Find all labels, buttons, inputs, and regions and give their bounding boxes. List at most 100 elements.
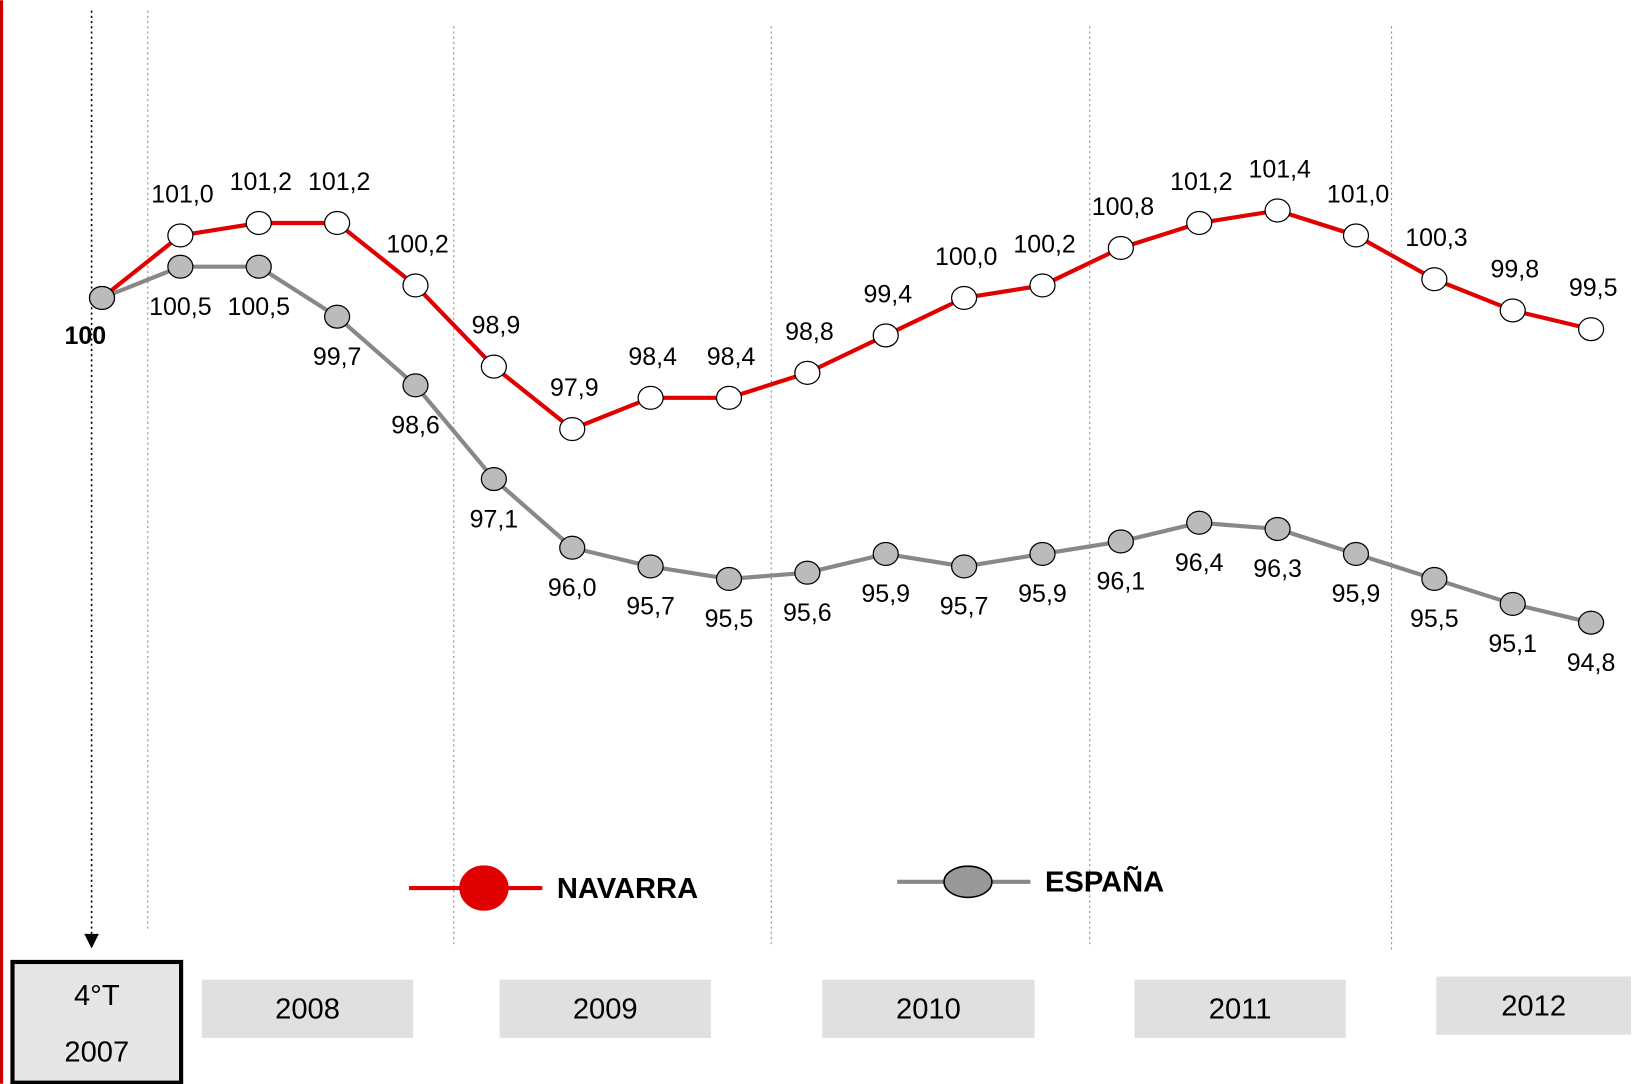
period-label: 2012 bbox=[1501, 990, 1566, 1022]
period-box bbox=[10, 959, 184, 1084]
value-label: 101,4 bbox=[1248, 156, 1311, 184]
value-label: 100,3 bbox=[1405, 224, 1467, 252]
start-arrow-head bbox=[84, 933, 99, 949]
marker bbox=[245, 210, 272, 236]
marker bbox=[1342, 541, 1370, 567]
value-label: 95,1 bbox=[1488, 630, 1537, 658]
value-label: 96,4 bbox=[1175, 549, 1224, 577]
value-label: 95,5 bbox=[1410, 605, 1459, 633]
marker bbox=[324, 304, 351, 329]
marker bbox=[1264, 198, 1291, 223]
value-label: 98,6 bbox=[391, 412, 440, 440]
marker bbox=[559, 535, 586, 560]
legend-label: ESPAÑA bbox=[1045, 865, 1164, 899]
value-label: 95,7 bbox=[626, 593, 675, 621]
value-label: 94,8 bbox=[1567, 649, 1616, 677]
marker bbox=[88, 285, 116, 311]
value-label: 98,4 bbox=[707, 343, 756, 371]
marker bbox=[402, 273, 429, 298]
marker bbox=[1186, 510, 1213, 535]
value-label: 101,2 bbox=[1170, 168, 1232, 196]
marker bbox=[167, 223, 194, 248]
value-label: 95,9 bbox=[861, 580, 910, 608]
period-label: 4°T bbox=[74, 980, 120, 1012]
value-label: 96,1 bbox=[1097, 568, 1146, 596]
series-line bbox=[100, 208, 1592, 432]
value-label: 95,9 bbox=[1332, 580, 1381, 608]
value-label: 100 bbox=[65, 322, 107, 350]
period-box bbox=[1436, 976, 1631, 1035]
value-label: 100,8 bbox=[1092, 193, 1154, 221]
legend-marker bbox=[459, 865, 509, 911]
value-label: 97,1 bbox=[470, 505, 519, 533]
marker bbox=[559, 416, 586, 442]
period-box bbox=[201, 979, 414, 1038]
marker bbox=[480, 466, 507, 492]
marker bbox=[637, 554, 664, 579]
value-label: 99,8 bbox=[1490, 255, 1539, 283]
value-label: 95,7 bbox=[940, 593, 989, 621]
series-line bbox=[101, 264, 1592, 625]
marker bbox=[1577, 317, 1605, 342]
legend-marker bbox=[943, 865, 993, 899]
period-box bbox=[1134, 979, 1346, 1038]
value-label: 101,2 bbox=[308, 168, 370, 196]
value-label: 99,4 bbox=[864, 280, 913, 308]
separators bbox=[147, 10, 1393, 953]
marker bbox=[794, 360, 821, 385]
value-label: 99,7 bbox=[313, 343, 362, 371]
value-label: 96,3 bbox=[1253, 555, 1302, 583]
marker bbox=[1421, 566, 1448, 592]
marker bbox=[1107, 529, 1134, 554]
marker bbox=[324, 210, 351, 236]
value-label: 100,5 bbox=[228, 293, 290, 321]
value-label: 95,5 bbox=[705, 605, 754, 633]
period-box bbox=[822, 979, 1035, 1038]
marker bbox=[1107, 235, 1134, 261]
value-label: 100,5 bbox=[149, 293, 211, 321]
marker bbox=[872, 541, 899, 567]
period-box bbox=[499, 979, 711, 1038]
marker bbox=[1342, 223, 1370, 248]
value-label: 98,9 bbox=[472, 312, 521, 340]
value-label: 100,2 bbox=[1013, 230, 1075, 258]
marker bbox=[715, 566, 743, 592]
value-label: 101,0 bbox=[151, 181, 213, 209]
marker bbox=[480, 354, 507, 379]
marker bbox=[1029, 273, 1056, 298]
value-label: 98,4 bbox=[628, 343, 677, 371]
marker bbox=[794, 560, 821, 585]
value-label: 98,8 bbox=[785, 318, 834, 346]
marker bbox=[1264, 516, 1291, 542]
period-label: 2011 bbox=[1209, 994, 1272, 1026]
marker bbox=[1421, 267, 1448, 292]
value-label: 100,2 bbox=[386, 230, 448, 258]
period-label: 2010 bbox=[896, 994, 961, 1026]
marker bbox=[715, 385, 743, 410]
period-label: 2008 bbox=[275, 994, 340, 1026]
value-label: 95,6 bbox=[783, 599, 832, 627]
value-label: 99,5 bbox=[1569, 274, 1618, 302]
value-label: 96,0 bbox=[548, 574, 597, 602]
marker bbox=[245, 254, 272, 279]
marker bbox=[1577, 610, 1605, 635]
marker bbox=[637, 385, 664, 410]
marker bbox=[950, 285, 978, 311]
marker bbox=[167, 254, 194, 279]
legend-label: NAVARRA bbox=[557, 873, 698, 905]
value-label: 101,0 bbox=[1327, 181, 1389, 209]
marker bbox=[872, 323, 899, 348]
marker bbox=[1186, 210, 1213, 236]
value-label: 101,2 bbox=[230, 168, 292, 196]
period-label: 2007 bbox=[64, 1036, 129, 1068]
value-label: 95,9 bbox=[1018, 580, 1067, 608]
left-border bbox=[0, 0, 4, 1084]
marker bbox=[1029, 541, 1056, 567]
value-label: 97,9 bbox=[550, 374, 599, 402]
value-label: 100,0 bbox=[935, 243, 997, 271]
period-label: 2009 bbox=[573, 994, 638, 1026]
marker bbox=[1499, 298, 1526, 323]
marker bbox=[1499, 591, 1526, 617]
